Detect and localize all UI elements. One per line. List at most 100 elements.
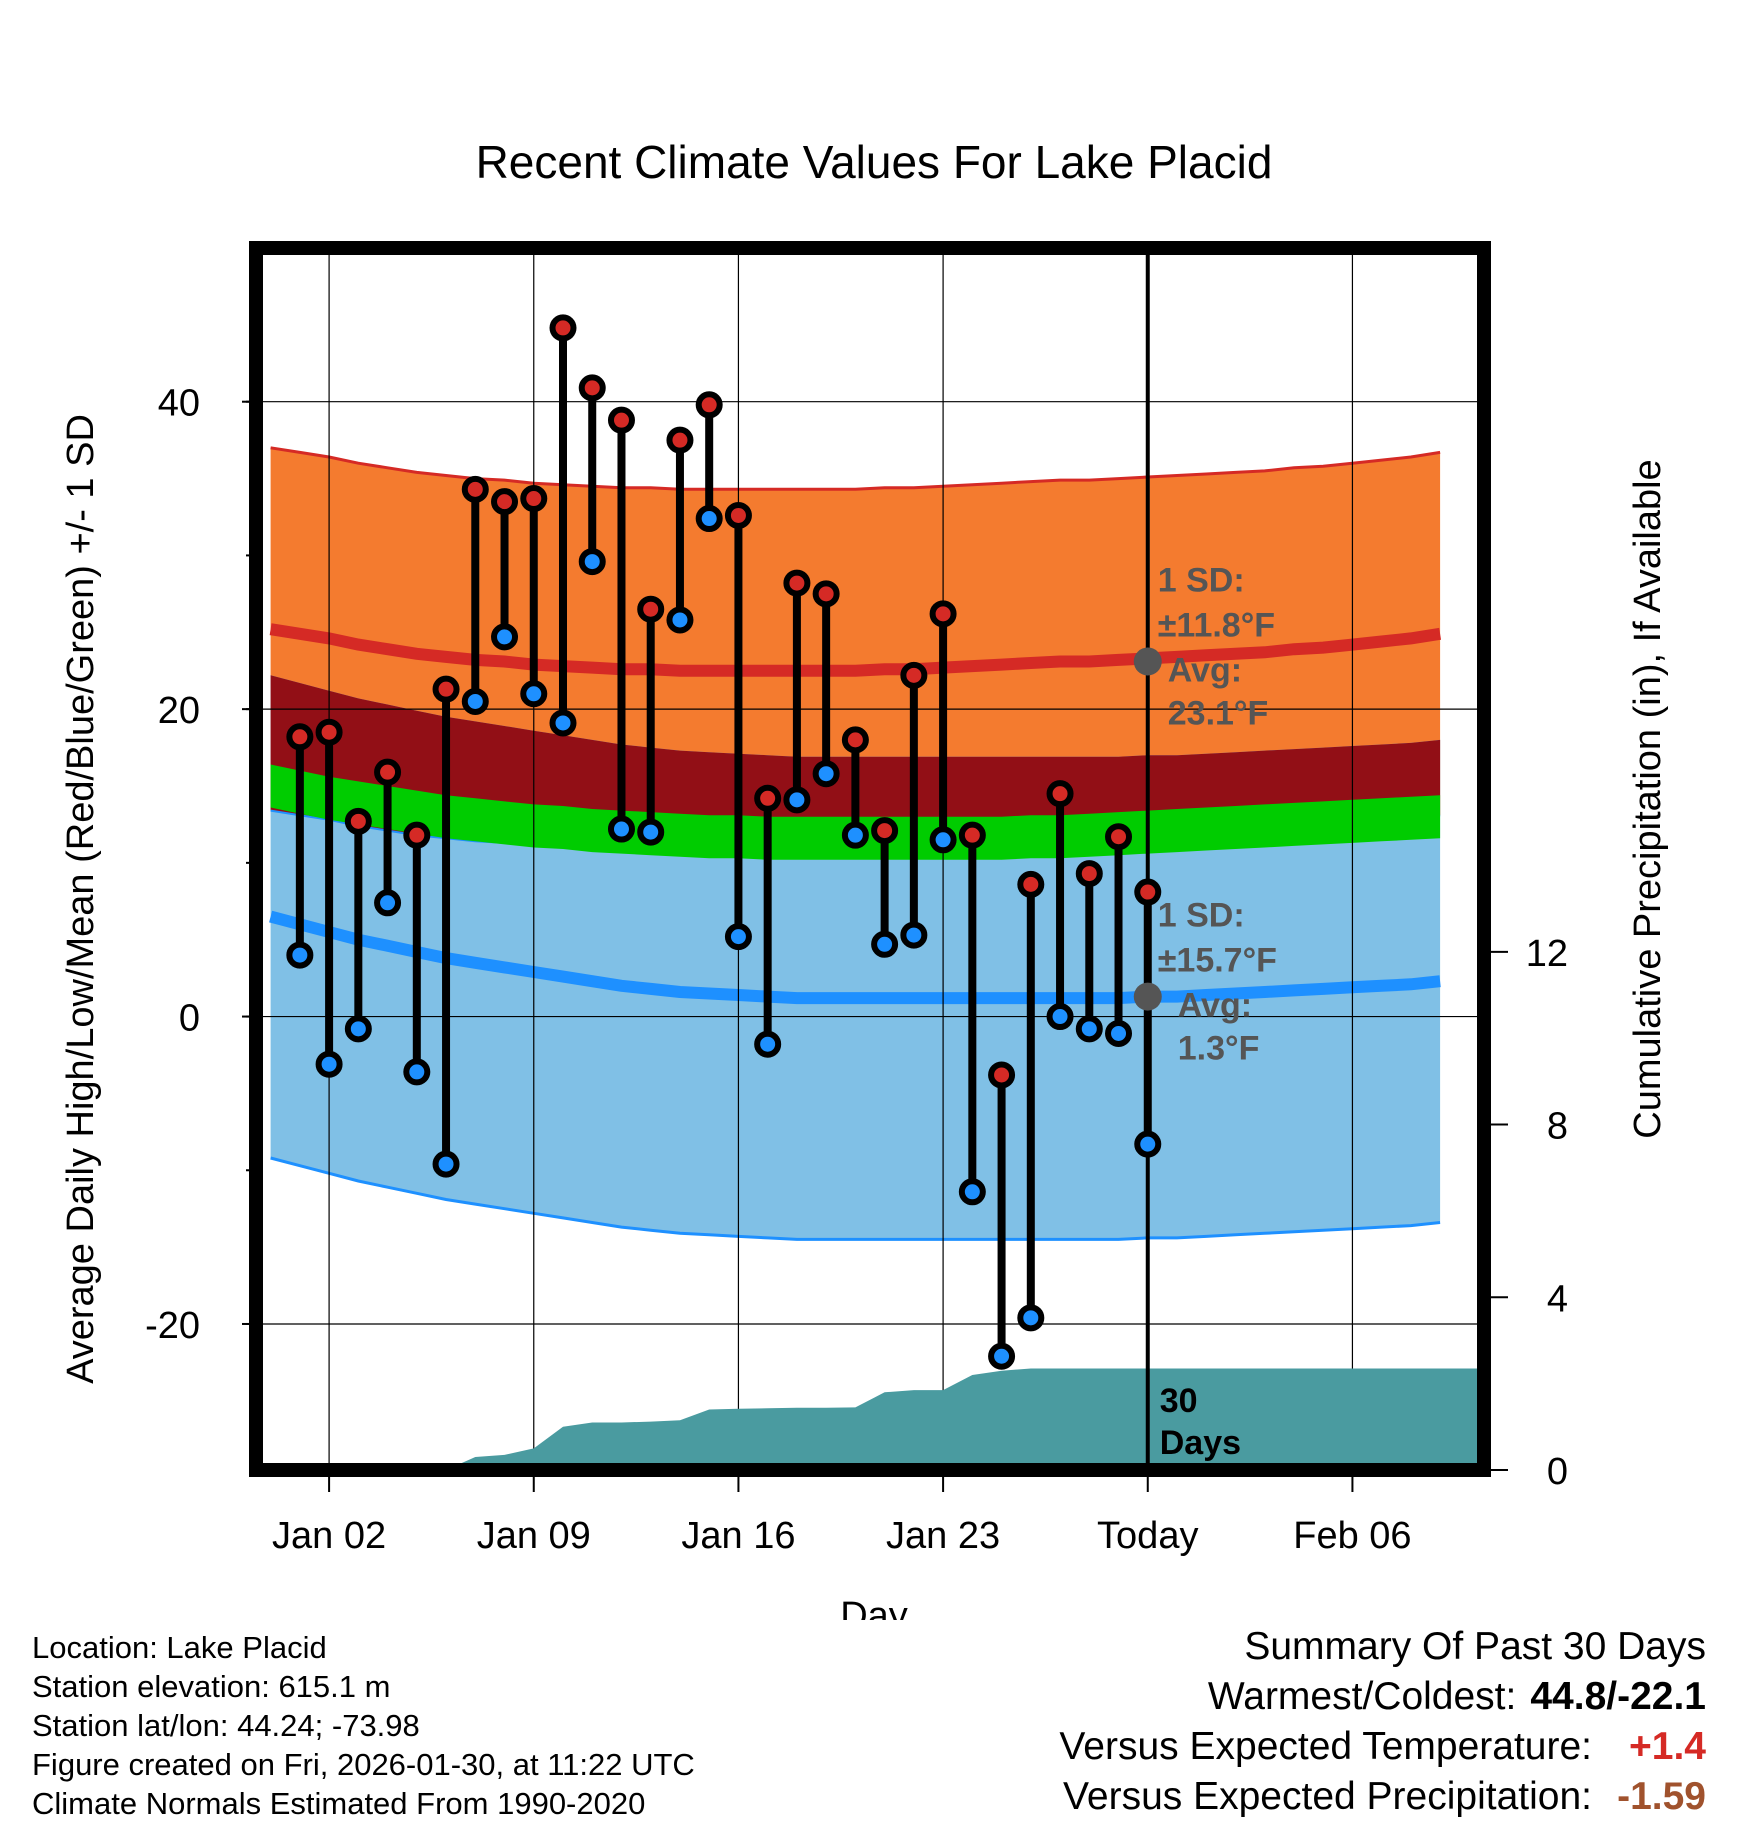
daily-high-dot <box>988 1061 1016 1089</box>
daily-high-dot <box>491 488 519 516</box>
daily-high-dot <box>754 784 782 812</box>
daily-high-dot <box>1046 780 1074 808</box>
warmest-coldest-label: Warmest/Coldest: <box>1207 1675 1517 1718</box>
y2-tick-label: 12 <box>1526 933 1568 975</box>
daily-high-dot <box>637 595 665 623</box>
daily-high-dot <box>549 314 577 342</box>
daily-low-dot <box>549 709 577 737</box>
daily-high-dot <box>666 426 694 454</box>
y2-axis-label: Cumulative Precipitation (in), If Availa… <box>1627 459 1669 1138</box>
daily-high-dot <box>578 374 606 402</box>
precip-label-line2: Days <box>1160 1424 1241 1462</box>
daily-high-dot <box>403 821 431 849</box>
normals-text: Climate Normals Estimated From 1990-2020 <box>32 1786 646 1821</box>
daily-low-dot <box>1075 1015 1103 1043</box>
daily-low-dot <box>988 1342 1016 1370</box>
daily-high-dot <box>432 675 460 703</box>
precip-area <box>270 1368 1484 1470</box>
elevation-text: Station elevation: 615.1 m <box>32 1669 391 1704</box>
daily-high-dot <box>286 723 314 751</box>
daily-high-dot <box>1134 878 1162 906</box>
y2-tick-label: 0 <box>1547 1451 1568 1493</box>
daily-high-dot <box>724 501 752 529</box>
y2-tick-label: 8 <box>1547 1106 1568 1148</box>
x-tick-label: Jan 02 <box>272 1515 386 1557</box>
daily-high-dot <box>783 569 811 597</box>
y-tick-label: 0 <box>179 998 200 1040</box>
warmest-coldest-value: 44.8/-22.1 <box>1530 1675 1706 1718</box>
daily-low-dot <box>520 680 548 708</box>
daily-low-dot <box>491 623 519 651</box>
daily-high-dot <box>1017 870 1045 898</box>
high-sd-upper-line <box>270 446 1441 491</box>
location-text: Location: Lake Placid <box>32 1630 327 1665</box>
daily-low-dot <box>929 826 957 854</box>
daily-low-dot <box>286 941 314 969</box>
x-axis-label: Day <box>840 1595 908 1620</box>
daily-low-dot <box>871 930 899 958</box>
daily-low-dot <box>1134 1130 1162 1158</box>
climate-chart: 1 SD: ±11.8°F Avg: 23.1°F 1 SD: ±15.7°F Avg: 1.… <box>60 136 1669 1620</box>
high-sd-label: 1 SD: <box>1158 561 1245 599</box>
summary-panel: Summary Of Past 30 Days Warmest/Coldest:… <box>1059 1622 1706 1822</box>
precip-anomaly-row: Versus Expected Precipitation: -1.59 <box>1059 1772 1706 1822</box>
daily-low-dot <box>1105 1019 1133 1047</box>
daily-high-dot <box>841 726 869 754</box>
warmest-coldest-row: Warmest/Coldest: 44.8/-22.1 <box>1059 1672 1706 1722</box>
low-sd-value: ±15.7°F <box>1158 942 1277 980</box>
low-avg-label: Avg: <box>1178 987 1252 1025</box>
low-sd-lower-line <box>270 1156 1441 1241</box>
summary-title: Summary Of Past 30 Days <box>1244 1625 1706 1668</box>
daily-low-dot <box>344 1015 372 1043</box>
temp-anomaly-value: +1.4 <box>1629 1725 1706 1768</box>
x-tick-label: Today <box>1097 1515 1198 1557</box>
daily-low-dot <box>403 1058 431 1086</box>
daily-low-dot <box>900 921 928 949</box>
daily-high-dot <box>1075 860 1103 888</box>
high-avg-label: Avg: <box>1168 651 1242 689</box>
daily-low-dot <box>754 1030 782 1058</box>
x-tick-label: Jan 16 <box>681 1515 795 1557</box>
temp-anomaly-label: Versus Expected Temperature: <box>1059 1725 1592 1768</box>
y-tick-label: 40 <box>158 383 200 425</box>
daily-high-dot <box>929 600 957 628</box>
daily-low-dot <box>695 505 723 533</box>
precip-label-line1: 30 <box>1160 1382 1198 1420</box>
daily-low-dot <box>841 821 869 849</box>
low-sd-label: 1 SD: <box>1158 897 1245 935</box>
daily-low-dot <box>607 815 635 843</box>
daily-high-dot <box>871 817 899 845</box>
daily-high-dot <box>900 661 928 689</box>
station-info: Location: Lake Placid Station elevation:… <box>32 1628 695 1823</box>
daily-low-dot <box>461 687 489 715</box>
normal-high-line <box>269 623 1442 677</box>
daily-high-dot <box>315 718 343 746</box>
low-avg-value: 1.3°F <box>1178 1030 1260 1068</box>
daily-high-dot <box>607 406 635 434</box>
normal-low-line <box>269 910 1441 1005</box>
x-tick-label: Jan 23 <box>886 1515 1000 1557</box>
precip-anomaly-value: -1.59 <box>1617 1775 1706 1818</box>
y-tick-label: 20 <box>158 690 200 732</box>
daily-low-dot <box>958 1178 986 1206</box>
normal-high-marker <box>1133 647 1162 676</box>
y-tick-label: -20 <box>145 1305 200 1347</box>
daily-low-dot <box>783 786 811 814</box>
y-axis-label: Average Daily High/Low/Mean (Red/Blue/Gr… <box>60 414 102 1384</box>
plot-frame <box>249 241 1491 1477</box>
daily-low-dot <box>578 548 606 576</box>
daily-low-dot <box>1046 1003 1074 1031</box>
x-tick-label: Feb 06 <box>1293 1515 1411 1557</box>
daily-high-dot <box>958 821 986 849</box>
plot-area: 1 SD: ±11.8°F Avg: 23.1°F 1 SD: ±15.7°F Avg: 1.… <box>256 248 1484 1470</box>
latlon-text: Station lat/lon: 44.24; -73.98 <box>32 1708 420 1743</box>
daily-high-dot <box>520 485 548 513</box>
daily-high-dot <box>1105 823 1133 851</box>
daily-high-dot <box>812 580 840 608</box>
daily-high-dot <box>344 807 372 835</box>
x-tick-label: Jan 09 <box>477 1515 591 1557</box>
high-sd-value: ±11.8°F <box>1158 606 1275 644</box>
daily-low-dot <box>666 606 694 634</box>
daily-high-dot <box>695 391 723 419</box>
y2-tick-label: 4 <box>1547 1278 1568 1320</box>
